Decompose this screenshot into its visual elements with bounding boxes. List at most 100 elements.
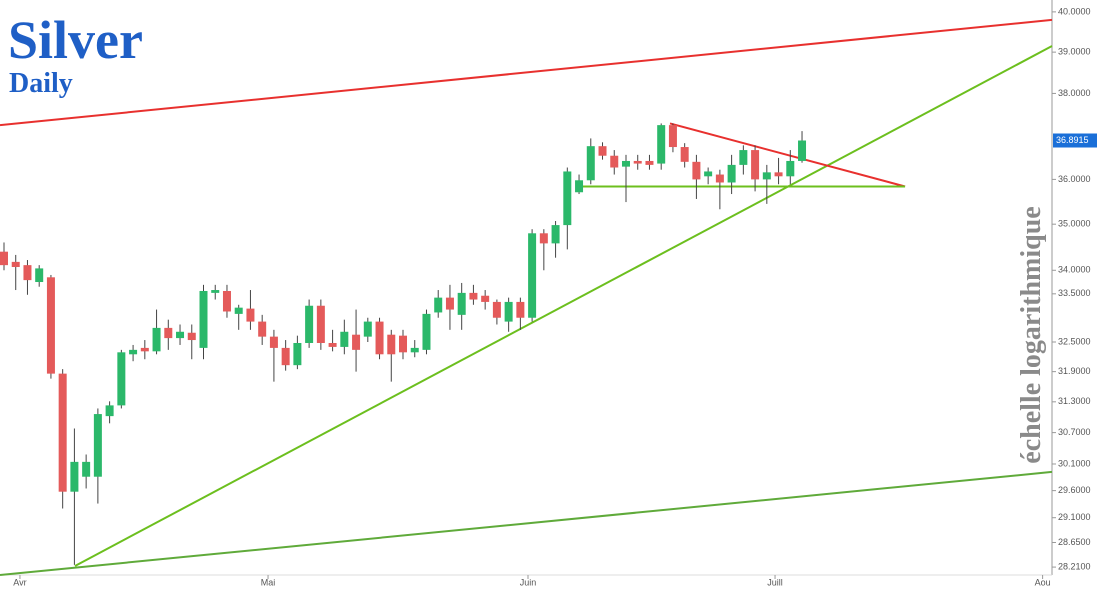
candle-body [293, 342, 302, 366]
candle-body [774, 172, 783, 177]
candle-body [363, 321, 372, 337]
candle-body [633, 160, 642, 164]
candle-body [539, 233, 548, 244]
candle-body [551, 225, 560, 244]
candle-body [375, 321, 384, 355]
candle-body [234, 307, 243, 314]
candle-body [598, 146, 607, 156]
candle-body [211, 290, 220, 293]
y-tick-label: 32.5000 [1058, 336, 1091, 346]
candle-body [668, 125, 677, 148]
candle-body [129, 349, 138, 355]
x-tick-label: Juin [520, 577, 537, 587]
candle-body [727, 164, 736, 183]
trend-line [0, 470, 1053, 576]
trend-line [0, 18, 1053, 127]
candle-body [410, 347, 419, 353]
candle-body [715, 174, 724, 183]
price-tag [1053, 133, 1097, 148]
candle-body [316, 305, 325, 343]
y-tick-label: 30.1000 [1058, 458, 1091, 468]
candle-body [422, 313, 431, 350]
price-tag-label: 36.8915 [1056, 135, 1089, 145]
candle-body [563, 171, 572, 226]
candle-body [281, 347, 290, 366]
candle-body [528, 233, 537, 318]
y-tick-label: 38.0000 [1058, 88, 1091, 98]
y-tick-label: 34.0000 [1058, 265, 1091, 275]
candle-body [117, 352, 126, 406]
x-tick-label: Aou [1035, 577, 1051, 587]
candle-body [504, 301, 513, 322]
chart-subtitle: Daily [9, 68, 73, 99]
candle-body [492, 301, 501, 318]
candle-body [786, 160, 795, 177]
y-tick-label: 35.0000 [1058, 219, 1091, 229]
y-tick-label: 40.0000 [1058, 6, 1091, 16]
y-tick-label: 29.1000 [1058, 512, 1091, 522]
candle-body [328, 342, 337, 347]
candle-body [105, 405, 114, 417]
candle-body [187, 332, 196, 341]
candle-body [140, 347, 149, 352]
candle-body [434, 297, 443, 313]
candle-body [269, 336, 278, 348]
candle-body [58, 373, 67, 492]
candle-body [46, 277, 55, 374]
candle-body [387, 334, 396, 355]
candle-body [704, 171, 713, 177]
candle-body [35, 268, 44, 283]
candle-body [23, 265, 32, 281]
candle-body [751, 150, 760, 180]
candle-body [399, 335, 408, 353]
candle-body [621, 160, 630, 167]
y-tick-label: 28.6500 [1058, 537, 1091, 547]
candle-body [516, 301, 525, 318]
candle-body [11, 261, 20, 268]
y-tick-label: 29.6000 [1058, 485, 1091, 495]
candle-body [164, 327, 173, 339]
y-tick-label: 31.9000 [1058, 366, 1091, 376]
y-tick-label: 28.2100 [1058, 561, 1091, 571]
candle-body [481, 295, 490, 302]
candle-body [692, 161, 701, 180]
candle-body [152, 327, 161, 352]
candle-body [657, 125, 666, 164]
trend-line [74, 45, 1053, 567]
candle-body [762, 172, 771, 180]
candle-body [222, 290, 231, 312]
y-tick-label: 36.0000 [1058, 174, 1091, 184]
candle-body [680, 147, 689, 162]
chart-title: Silver [8, 10, 143, 70]
candle-body [199, 290, 208, 348]
candle-body [469, 292, 478, 300]
candle-body [457, 292, 466, 315]
y-tick-label: 39.0000 [1058, 47, 1091, 57]
candle-body [352, 334, 361, 350]
candle-body [82, 461, 91, 477]
x-tick-label: Juill [767, 577, 783, 587]
candle-body [305, 305, 314, 343]
candle-body [739, 150, 748, 165]
candle-body [93, 414, 102, 477]
candle-body [246, 308, 255, 322]
candle-body [176, 331, 185, 339]
y-tick-label: 31.3000 [1058, 396, 1091, 406]
candle-body [70, 461, 79, 492]
candle-body [340, 331, 349, 347]
candle-body [575, 180, 584, 193]
candle-body [258, 321, 267, 337]
x-tick-label: Avr [13, 577, 26, 587]
candle-body [0, 251, 8, 266]
y-tick-label: 30.7000 [1058, 427, 1091, 437]
candle-body [445, 297, 454, 310]
candle-body [798, 140, 807, 161]
candle-body [645, 160, 654, 165]
plot: 40.0000 39.0000 38.0000 36.0000 35.0000 34.00… [0, 6, 1091, 587]
y-tick-label: 33.5000 [1058, 288, 1091, 298]
candle-body [610, 155, 619, 168]
x-tick-label: Mai [261, 577, 276, 587]
trend-line [669, 122, 906, 188]
